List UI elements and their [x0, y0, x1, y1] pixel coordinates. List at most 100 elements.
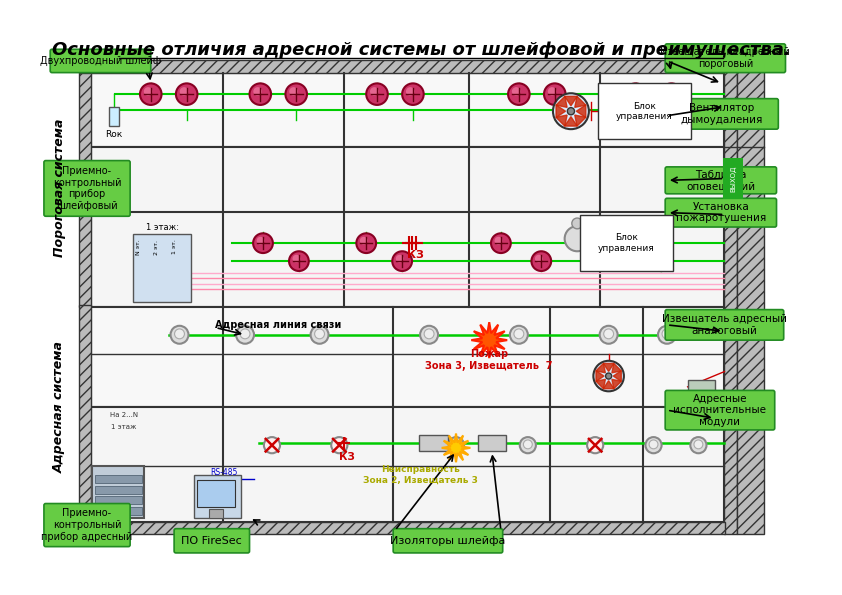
Circle shape	[661, 83, 682, 105]
Bar	[91, 147, 724, 307]
Circle shape	[366, 83, 388, 105]
Circle shape	[402, 83, 424, 105]
Circle shape	[331, 437, 348, 453]
Circle shape	[508, 83, 530, 105]
Bar	[133, 234, 191, 302]
Circle shape	[544, 83, 566, 105]
Circle shape	[616, 237, 624, 245]
Circle shape	[311, 326, 328, 344]
Circle shape	[514, 329, 524, 339]
Polygon shape	[565, 117, 578, 126]
Text: Двухпроводный шлейф: Двухпроводный шлейф	[40, 56, 161, 66]
FancyBboxPatch shape	[665, 44, 786, 73]
Circle shape	[360, 237, 368, 245]
Circle shape	[520, 437, 536, 453]
Polygon shape	[565, 96, 578, 106]
Circle shape	[285, 83, 307, 105]
Polygon shape	[556, 96, 568, 108]
Circle shape	[424, 329, 434, 339]
Bar	[95, 496, 141, 505]
Text: Неисправность
Зона 2, Извещатель 3: Неисправность Зона 2, Извещатель 3	[363, 465, 477, 484]
Text: КЗ: КЗ	[338, 452, 354, 462]
Text: Адресная линия связи: Адресная линия связи	[216, 320, 342, 330]
Text: Табличка
оповещений: Табличка оповещений	[686, 170, 755, 191]
FancyBboxPatch shape	[665, 198, 776, 227]
Circle shape	[370, 87, 379, 96]
Circle shape	[572, 218, 583, 229]
Bar	[688, 380, 715, 394]
Text: ВЫХОД: ВЫХОД	[730, 165, 737, 192]
Bar	[79, 60, 725, 73]
Circle shape	[565, 226, 589, 251]
Text: КЗ: КЗ	[408, 250, 424, 260]
Circle shape	[612, 233, 632, 253]
Bar	[724, 60, 737, 534]
Circle shape	[604, 329, 614, 339]
Text: Вентилятор
дымоудаления: Вентилятор дымоудаления	[680, 103, 763, 125]
Text: ПО FireSec: ПО FireSec	[181, 536, 242, 546]
Circle shape	[600, 326, 618, 344]
Polygon shape	[556, 115, 568, 126]
Circle shape	[315, 329, 324, 339]
Text: Адресные
исполнительные
модули: Адресные исполнительные модули	[674, 393, 766, 427]
Circle shape	[240, 329, 250, 339]
Text: Основные отличия адресной системы от шлейфовой и преимущества.: Основные отличия адресной системы от шле…	[51, 41, 791, 59]
Text: N эт.: N эт.	[136, 240, 141, 255]
Polygon shape	[575, 115, 586, 126]
Circle shape	[664, 87, 673, 96]
Circle shape	[257, 237, 264, 245]
Polygon shape	[576, 105, 586, 117]
Text: 1 этаж:: 1 этаж:	[146, 224, 179, 233]
Circle shape	[662, 329, 672, 339]
Bar	[79, 73, 91, 307]
Circle shape	[694, 440, 703, 449]
FancyBboxPatch shape	[665, 99, 778, 129]
Polygon shape	[596, 364, 605, 373]
FancyBboxPatch shape	[665, 390, 775, 430]
Polygon shape	[596, 379, 605, 389]
Bar	[419, 436, 448, 452]
Text: Приемно-
контрольный
прибор
шлейфовый: Приемно- контрольный прибор шлейфовый	[53, 166, 121, 211]
Text: 1 эт.: 1 эт.	[172, 240, 177, 255]
Circle shape	[535, 255, 543, 262]
Bar	[93, 466, 145, 518]
Circle shape	[512, 87, 520, 96]
Bar	[91, 408, 724, 522]
Text: 2 эт.: 2 эт.	[153, 240, 158, 255]
FancyBboxPatch shape	[393, 529, 503, 553]
Circle shape	[654, 255, 662, 262]
Text: Приемно-
контрольный
прибор адресный: Приемно- контрольный прибор адресный	[41, 509, 133, 541]
Circle shape	[548, 87, 557, 96]
Bar	[79, 522, 725, 534]
Text: Пороговая система: Пороговая система	[53, 118, 66, 256]
Circle shape	[605, 373, 611, 379]
Bar	[109, 107, 120, 127]
Polygon shape	[603, 381, 614, 389]
Bar	[79, 305, 91, 534]
FancyBboxPatch shape	[51, 49, 151, 73]
Polygon shape	[556, 105, 566, 117]
FancyBboxPatch shape	[174, 529, 249, 553]
Polygon shape	[575, 96, 586, 108]
Polygon shape	[596, 371, 604, 381]
FancyBboxPatch shape	[44, 161, 131, 216]
Circle shape	[253, 233, 273, 253]
Bar	[95, 475, 141, 483]
Circle shape	[491, 233, 511, 253]
Text: Блок
управления: Блок управления	[598, 233, 655, 253]
Circle shape	[649, 440, 658, 449]
Text: RS-485: RS-485	[210, 468, 238, 477]
Text: Извещатель неадресный
пороговый: Извещатель неадресный пороговый	[660, 48, 791, 69]
Polygon shape	[603, 364, 614, 371]
Text: На 2...N: На 2...N	[109, 412, 138, 418]
Bar	[194, 475, 241, 518]
Circle shape	[174, 329, 184, 339]
Circle shape	[264, 437, 280, 453]
FancyBboxPatch shape	[665, 167, 776, 194]
Circle shape	[494, 237, 503, 245]
Circle shape	[179, 87, 189, 96]
Text: Пожар
Зона 3, Извещатель  7: Пожар Зона 3, Извещатель 7	[425, 349, 553, 371]
FancyBboxPatch shape	[665, 309, 784, 340]
Circle shape	[406, 87, 414, 96]
Circle shape	[392, 251, 412, 271]
